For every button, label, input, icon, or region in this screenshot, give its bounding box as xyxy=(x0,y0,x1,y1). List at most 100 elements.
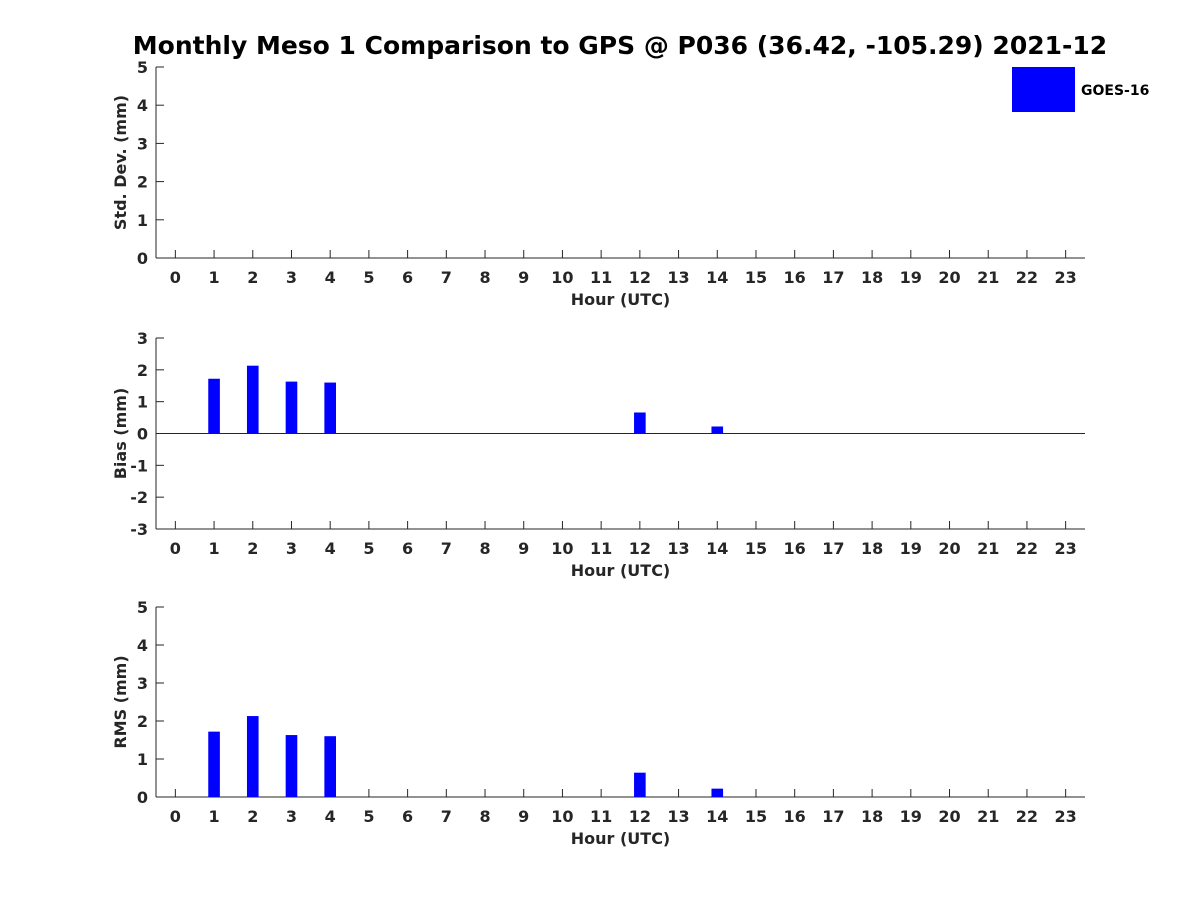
std-dev-x-tick-label: 7 xyxy=(441,268,452,287)
rms-bar-hour-12 xyxy=(634,772,646,797)
bias-y-tick-label: 2 xyxy=(137,361,148,380)
bias-x-tick-label: 18 xyxy=(861,539,883,558)
std-dev-x-tick-label: 13 xyxy=(667,268,689,287)
bias-y-tick-label: -2 xyxy=(130,488,148,507)
rms-x-tick-label: 10 xyxy=(551,807,573,826)
bias-x-tick-label: 11 xyxy=(590,539,612,558)
std-dev-x-tick-label: 19 xyxy=(900,268,922,287)
std-dev-x-tick-label: 20 xyxy=(938,268,960,287)
bias-y-tick-label: 3 xyxy=(137,329,148,348)
rms-x-tick-label: 22 xyxy=(1016,807,1038,826)
rms-x-axis-label: Hour (UTC) xyxy=(571,829,671,848)
std-dev-x-tick-label: 17 xyxy=(822,268,844,287)
legend-swatch-goes-16 xyxy=(1012,67,1075,112)
std-dev-y-axis-label: Std. Dev. (mm) xyxy=(111,95,130,230)
bias-x-tick-label: 10 xyxy=(551,539,573,558)
std-dev-x-tick-label: 11 xyxy=(590,268,612,287)
rms-x-tick-label: 20 xyxy=(938,807,960,826)
bias-bar-hour-14 xyxy=(711,426,724,434)
rms-x-tick-label: 6 xyxy=(402,807,413,826)
rms-bar-hour-1 xyxy=(208,731,220,797)
rms-bar-hour-14 xyxy=(711,788,724,797)
bias-bar-hour-2 xyxy=(246,365,259,434)
bias-x-tick-label: 1 xyxy=(208,539,219,558)
rms-y-tick-label: 2 xyxy=(137,712,148,731)
rms-x-tick-label: 5 xyxy=(363,807,374,826)
figure-title: Monthly Meso 1 Comparison to GPS @ P036 … xyxy=(133,31,1107,60)
bias-y-axis-label: Bias (mm) xyxy=(111,388,130,480)
std-dev-x-tick-label: 2 xyxy=(247,268,258,287)
std-dev-x-tick-label: 0 xyxy=(170,268,181,287)
bias-x-tick-label: 16 xyxy=(784,539,806,558)
std-dev-x-tick-label: 12 xyxy=(629,268,651,287)
std-dev-x-tick-label: 8 xyxy=(479,268,490,287)
rms-y-tick-label: 5 xyxy=(137,598,148,617)
rms-x-tick-label: 3 xyxy=(286,807,297,826)
rms-x-tick-label: 11 xyxy=(590,807,612,826)
rms-x-tick-label: 17 xyxy=(822,807,844,826)
std-dev-x-tick-label: 15 xyxy=(745,268,767,287)
rms-x-tick-label: 0 xyxy=(170,807,181,826)
bias-x-tick-label: 23 xyxy=(1055,539,1077,558)
bias-x-tick-label: 22 xyxy=(1016,539,1038,558)
std-dev-x-tick-label: 21 xyxy=(977,268,999,287)
bias-x-tick-label: 19 xyxy=(900,539,922,558)
legend-label-goes-16: GOES-16 xyxy=(1081,83,1149,99)
rms-x-tick-label: 23 xyxy=(1055,807,1077,826)
rms-y-axis-label: RMS (mm) xyxy=(111,655,130,748)
std-dev-x-tick-label: 3 xyxy=(286,268,297,287)
bias-x-tick-label: 20 xyxy=(938,539,960,558)
bias-bar-hour-1 xyxy=(208,378,220,434)
bias-y-tick-label: -1 xyxy=(130,456,148,475)
rms-x-tick-label: 2 xyxy=(247,807,258,826)
bias-y-tick-label: 1 xyxy=(137,393,148,412)
rms-y-tick-label: 4 xyxy=(137,636,148,655)
bias-x-tick-label: 13 xyxy=(667,539,689,558)
std-dev-y-tick-label: 4 xyxy=(137,96,148,115)
std-dev-x-tick-label: 23 xyxy=(1055,268,1077,287)
rms-x-tick-label: 19 xyxy=(900,807,922,826)
bias-x-tick-label: 14 xyxy=(706,539,728,558)
rms-x-tick-label: 15 xyxy=(745,807,767,826)
rms-x-tick-label: 9 xyxy=(518,807,529,826)
bias-x-tick-label: 6 xyxy=(402,539,413,558)
rms-y-tick-label: 0 xyxy=(137,788,148,807)
rms-x-tick-label: 1 xyxy=(208,807,219,826)
std-dev-y-tick-label: 3 xyxy=(137,134,148,153)
std-dev-y-tick-label: 2 xyxy=(137,173,148,192)
rms-x-tick-label: 21 xyxy=(977,807,999,826)
std-dev-x-tick-label: 16 xyxy=(784,268,806,287)
rms-bar-hour-3 xyxy=(285,735,298,797)
bias-bar-hour-12 xyxy=(634,412,646,434)
rms-x-tick-label: 13 xyxy=(667,807,689,826)
std-dev-x-axis-label: Hour (UTC) xyxy=(571,290,671,309)
rms-x-tick-label: 12 xyxy=(629,807,651,826)
rms-y-tick-label: 1 xyxy=(137,750,148,769)
bias-bar-hour-4 xyxy=(324,382,336,434)
rms-y-tick-label: 3 xyxy=(137,674,148,693)
rms-bar-hour-4 xyxy=(324,736,336,797)
bias-x-tick-label: 2 xyxy=(247,539,258,558)
rms-bar-hour-2 xyxy=(246,716,259,797)
bias-x-tick-label: 3 xyxy=(286,539,297,558)
rms-x-tick-label: 14 xyxy=(706,807,728,826)
rms-x-tick-label: 16 xyxy=(784,807,806,826)
bias-y-tick-label: 0 xyxy=(137,425,148,444)
std-dev-x-tick-label: 4 xyxy=(325,268,336,287)
std-dev-x-tick-label: 10 xyxy=(551,268,573,287)
bias-x-tick-label: 0 xyxy=(170,539,181,558)
std-dev-x-tick-label: 9 xyxy=(518,268,529,287)
bias-x-tick-label: 12 xyxy=(629,539,651,558)
bias-x-tick-label: 4 xyxy=(325,539,336,558)
bias-x-tick-label: 21 xyxy=(977,539,999,558)
bias-x-tick-label: 9 xyxy=(518,539,529,558)
bias-x-tick-label: 8 xyxy=(479,539,490,558)
std-dev-x-tick-label: 14 xyxy=(706,268,728,287)
legend: GOES-16 xyxy=(1012,67,1149,112)
rms-x-tick-label: 4 xyxy=(325,807,336,826)
std-dev-y-tick-label: 1 xyxy=(137,211,148,230)
